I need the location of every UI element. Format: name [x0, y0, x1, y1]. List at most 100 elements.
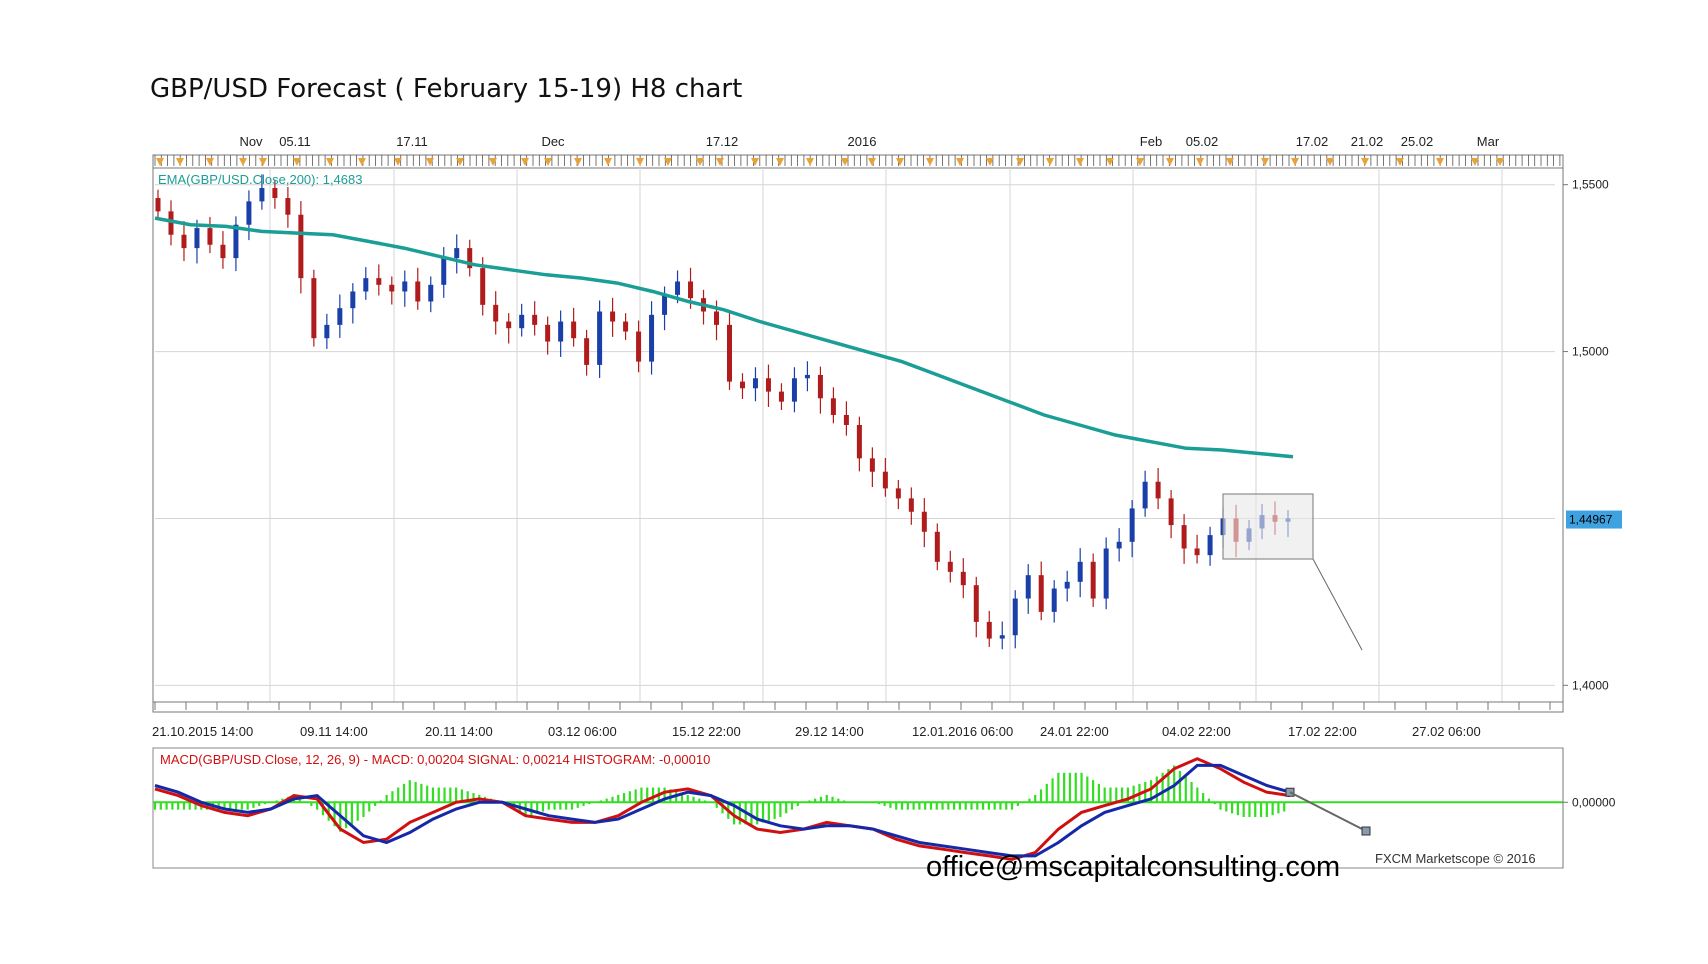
event-marker	[206, 158, 214, 166]
event-marker	[1436, 158, 1444, 166]
candle-body	[441, 258, 447, 285]
candle-body	[467, 248, 473, 269]
event-marker	[239, 158, 247, 166]
bottom-axis-label: 17.02 22:00	[1288, 724, 1357, 739]
candle-body	[1129, 508, 1135, 542]
event-marker	[806, 158, 814, 166]
candle-body	[973, 585, 979, 622]
last-price-flag	[1566, 510, 1622, 529]
event-marker	[1361, 158, 1369, 166]
candle-body	[272, 188, 278, 199]
macd-forecast-line	[1289, 791, 1367, 832]
top-axis-label: 2016	[848, 134, 877, 149]
candle-body	[662, 294, 668, 315]
fxcm-watermark: FXCM Marketscope © 2016	[1375, 851, 1536, 866]
top-axis-label: Nov	[239, 134, 263, 149]
candle-body	[324, 324, 330, 339]
candle-body	[688, 281, 694, 299]
candle-body	[752, 378, 758, 389]
macd-forecast-end	[1361, 826, 1371, 836]
event-marker	[1166, 158, 1174, 166]
candle-body	[558, 321, 564, 342]
top-axis-label: 21.02	[1351, 134, 1384, 149]
candle-body	[1155, 481, 1161, 499]
event-marker	[751, 158, 759, 166]
top-axis-label: 17.02	[1296, 134, 1329, 149]
bottom-axis-label: 27.02 06:00	[1412, 724, 1481, 739]
candle-body	[830, 398, 836, 415]
candle-body	[454, 248, 460, 259]
candle-body	[220, 244, 226, 259]
candle-body	[1103, 548, 1109, 599]
event-marker	[426, 158, 434, 166]
candle-body	[155, 198, 161, 212]
bottom-axis: 21.10.2015 14:00 09.11 14:00 20.11 14:00 03…	[152, 701, 1563, 739]
macd-line	[154, 757, 1291, 861]
event-marker	[574, 158, 582, 166]
bottom-axis-label: 12.01.2016 06:00	[912, 724, 1013, 739]
macd-label: MACD(GBP/USD.Close, 12, 26, 9) - MACD: 0…	[160, 752, 710, 767]
y-tick-label: 1,5500	[1572, 178, 1609, 192]
top-axis-label: 05.11	[279, 134, 311, 149]
candle-body	[545, 324, 551, 342]
candle-body	[1142, 481, 1148, 509]
candle-body	[1064, 581, 1070, 589]
bottom-axis-label: 09.11 14:00	[300, 724, 368, 739]
ema-indicator-label: EMA(GBP/USD.Close,200): 1,4683	[158, 172, 362, 187]
candle-body	[285, 198, 291, 215]
candle-body	[986, 621, 992, 639]
candle-body	[1181, 525, 1187, 549]
candle-body	[389, 284, 395, 292]
bottom-axis-label: 20.11 14:00	[425, 724, 493, 739]
page-title: GBP/USD Forecast ( February 15-19) H8 ch…	[150, 74, 743, 104]
candle-body	[571, 321, 577, 339]
candle-body	[726, 324, 732, 382]
candle-body	[259, 188, 265, 202]
candle-body	[298, 214, 304, 279]
event-marker	[1076, 158, 1084, 166]
event-marker	[776, 158, 784, 166]
candle-body	[584, 338, 590, 365]
candle-body	[739, 381, 745, 389]
ema-layer	[154, 216, 1294, 459]
candle-body	[960, 571, 966, 586]
event-marker	[1326, 158, 1334, 166]
event-marker	[716, 158, 724, 166]
top-axis-label: Dec	[541, 134, 565, 149]
candle-body	[415, 281, 421, 302]
event-marker	[868, 158, 876, 166]
event-marker	[1106, 158, 1114, 166]
candle-body	[1077, 561, 1083, 582]
candle-body	[1038, 575, 1044, 612]
event-marker	[293, 158, 301, 166]
event-marker	[521, 158, 529, 166]
candle-body	[921, 511, 927, 532]
event-marker	[1396, 158, 1404, 166]
event-marker	[664, 158, 672, 166]
event-marker	[176, 158, 184, 166]
candle-body	[311, 278, 317, 339]
candle-body	[908, 498, 914, 512]
event-marker	[956, 158, 964, 166]
event-marker	[1136, 158, 1144, 166]
candle-body	[181, 234, 187, 249]
event-marker	[636, 158, 644, 166]
event-marker	[394, 158, 402, 166]
candle-body	[337, 308, 343, 325]
event-marker	[456, 158, 464, 166]
candle-body	[1116, 541, 1122, 549]
top-axis-label: 17.12	[706, 134, 739, 149]
candle-body	[363, 278, 369, 292]
bottom-axis-label: 21.10.2015 14:00	[152, 724, 253, 739]
event-marker	[259, 158, 267, 166]
candle-body	[1168, 498, 1174, 526]
candle-body	[1051, 588, 1057, 612]
bottom-axis-label: 15.12 22:00	[672, 724, 741, 739]
candle-body	[636, 331, 642, 362]
candle-body	[246, 201, 252, 225]
grid	[155, 168, 1555, 702]
bottom-axis-label: 29.12 14:00	[795, 724, 864, 739]
candle-body	[623, 321, 629, 332]
event-marker	[604, 158, 612, 166]
candle-body	[882, 471, 888, 489]
